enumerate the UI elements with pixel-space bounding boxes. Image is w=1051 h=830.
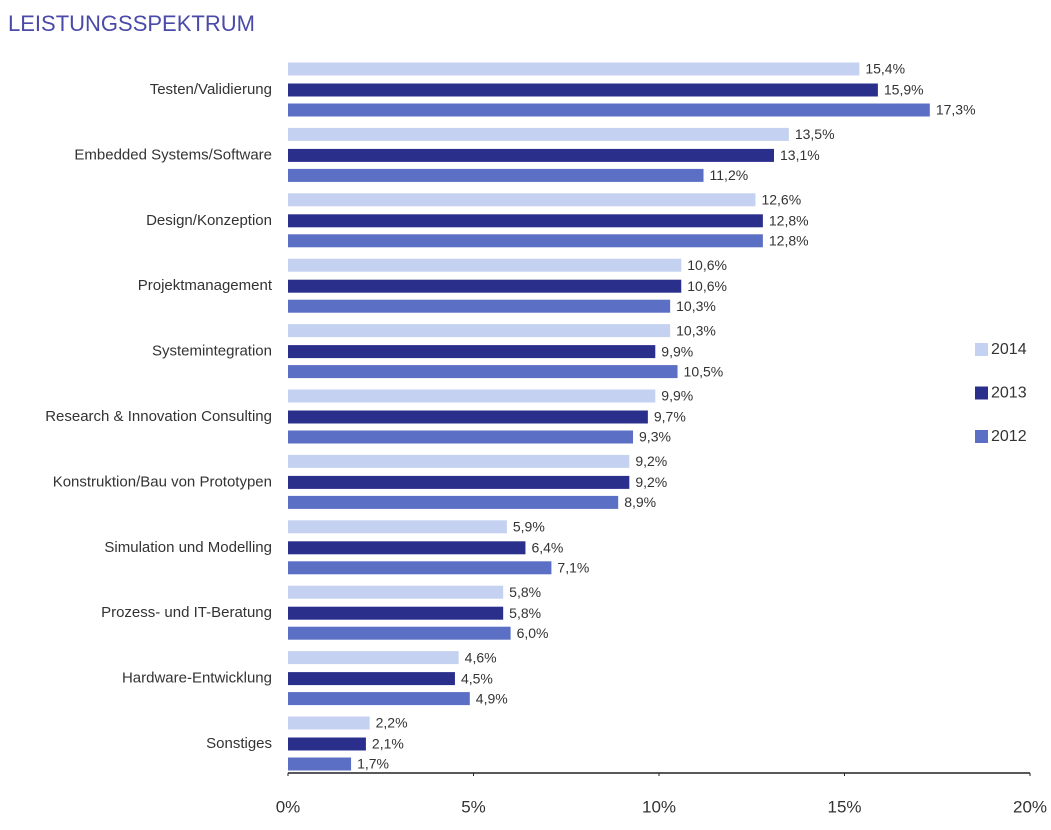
bar xyxy=(288,324,671,338)
value-label: 8,9% xyxy=(624,494,656,510)
x-tick-label: 5% xyxy=(461,797,486,816)
bar xyxy=(288,168,704,182)
bar xyxy=(288,389,656,403)
value-label: 10,3% xyxy=(676,298,716,314)
value-label: 10,5% xyxy=(684,363,724,379)
bar xyxy=(288,475,630,489)
category-label: Simulation und Modelling xyxy=(104,539,272,556)
bar xyxy=(288,626,511,640)
bar xyxy=(288,585,504,599)
value-label: 9,9% xyxy=(661,343,693,359)
bar xyxy=(288,299,671,313)
value-label: 13,5% xyxy=(795,126,835,142)
value-label: 12,8% xyxy=(769,213,809,229)
value-label: 9,2% xyxy=(635,474,667,490)
bar xyxy=(288,561,552,575)
value-label: 5,8% xyxy=(509,584,541,600)
x-tick-label: 15% xyxy=(827,797,861,816)
value-label: 6,0% xyxy=(517,625,549,641)
category-label: Sonstiges xyxy=(206,735,272,752)
bar xyxy=(288,62,860,76)
bar xyxy=(288,83,878,97)
category-label: Design/Konzeption xyxy=(146,212,272,229)
bar xyxy=(288,692,470,706)
value-label: 9,7% xyxy=(654,409,686,425)
bar xyxy=(288,214,763,228)
value-label: 7,1% xyxy=(557,560,589,576)
value-label: 15,9% xyxy=(884,82,924,98)
x-tick-label: 10% xyxy=(642,797,676,816)
legend-swatch xyxy=(975,343,988,356)
bar xyxy=(288,430,634,444)
value-label: 12,6% xyxy=(761,192,801,208)
bar xyxy=(288,410,648,424)
value-label: 17,3% xyxy=(936,102,976,118)
bar xyxy=(288,541,526,555)
value-label: 4,5% xyxy=(461,670,493,686)
value-label: 5,8% xyxy=(509,605,541,621)
bar xyxy=(288,520,507,534)
legend-label: 2013 xyxy=(991,385,1027,402)
legend-swatch xyxy=(975,386,988,400)
bar xyxy=(288,716,370,730)
bar xyxy=(288,258,682,272)
legend-swatch xyxy=(975,430,988,443)
category-label: Hardware-Entwicklung xyxy=(122,670,272,687)
category-label: Systemintegration xyxy=(152,343,272,360)
bar xyxy=(288,495,619,509)
bar xyxy=(288,454,630,468)
bar xyxy=(288,672,455,686)
value-label: 9,2% xyxy=(635,453,667,469)
value-label: 12,8% xyxy=(769,233,809,249)
value-label: 2,2% xyxy=(376,715,408,731)
value-label: 4,6% xyxy=(465,649,497,665)
bar xyxy=(288,345,656,359)
value-label: 6,4% xyxy=(531,540,563,556)
bar xyxy=(288,148,775,162)
category-label: Prozess- und IT-Beratung xyxy=(101,604,272,621)
legend-label: 2012 xyxy=(991,428,1027,445)
value-label: 11,2% xyxy=(710,167,749,183)
bar xyxy=(288,651,459,665)
bar xyxy=(288,365,678,379)
category-label: Embedded Systems/Software xyxy=(74,146,272,163)
bar xyxy=(288,127,789,141)
category-label: Konstruktion/Bau von Prototypen xyxy=(53,473,272,490)
bar xyxy=(288,193,756,207)
category-label: Projektmanagement xyxy=(138,277,273,294)
x-tick-label: 0% xyxy=(276,797,301,816)
bar xyxy=(288,234,763,248)
category-label: Testen/Validierung xyxy=(150,81,272,98)
value-label: 13,1% xyxy=(780,147,820,163)
x-tick-label: 20% xyxy=(1013,797,1047,816)
bar xyxy=(288,737,366,751)
legend-label: 2014 xyxy=(991,341,1027,358)
category-label: Research & Innovation Consulting xyxy=(45,408,272,425)
value-label: 9,9% xyxy=(661,388,693,404)
value-label: 10,6% xyxy=(687,257,727,273)
value-label: 4,9% xyxy=(476,690,508,706)
value-label: 1,7% xyxy=(357,756,389,772)
value-label: 2,1% xyxy=(372,736,404,752)
value-label: 10,3% xyxy=(676,322,716,338)
bar xyxy=(288,606,504,620)
value-label: 5,9% xyxy=(513,519,545,535)
value-label: 15,4% xyxy=(865,61,905,77)
value-label: 10,6% xyxy=(687,278,727,294)
value-label: 9,3% xyxy=(639,429,671,445)
bar xyxy=(288,757,352,771)
chart-title: LEISTUNGSSPEKTRUM xyxy=(8,11,255,36)
bar xyxy=(288,103,930,117)
bar xyxy=(288,279,682,293)
